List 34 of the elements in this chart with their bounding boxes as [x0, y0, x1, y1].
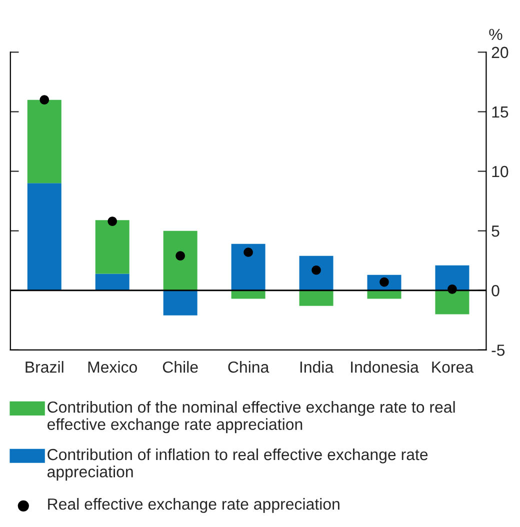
y-tick-label: -5 [492, 344, 505, 356]
x-tick-label: Korea [432, 362, 474, 373]
x-tick-label: Mexico [88, 361, 137, 373]
bar [231, 290, 266, 299]
bar [163, 290, 198, 316]
y-tick-label: 10 [492, 166, 508, 178]
y-tick-label: 15 [492, 106, 508, 118]
bar [299, 256, 334, 290]
point [176, 251, 185, 260]
bar [95, 274, 130, 290]
legend-label: Contribution of inflation to real effective exchange rate appreciation [47, 448, 428, 481]
x-tick-label: Chile [162, 361, 198, 373]
bar [299, 290, 334, 306]
bar [435, 290, 470, 314]
point [108, 216, 118, 226]
x-tick-label: China [228, 361, 270, 373]
bar [231, 244, 266, 290]
y-tick-label: 0 [492, 285, 500, 296]
y-tick-label: 20 [492, 46, 508, 58]
x-tick-label: Indonesia [351, 361, 419, 373]
legend-label: Contribution of the nominal effective exchange rate to real effective exchange rate appreciation [47, 401, 455, 434]
bar [27, 183, 62, 290]
bar [95, 220, 130, 274]
point [448, 284, 457, 294]
point [40, 95, 50, 104]
point [244, 248, 253, 257]
bar [27, 100, 62, 184]
bar [163, 230, 198, 290]
legend-label: Real effective exchange rate appreciation [48, 498, 340, 513]
x-tick-label: Brazil [26, 361, 64, 373]
y-tick-label: 5 [492, 226, 500, 237]
bar [435, 265, 470, 290]
x-tick-label: India [300, 361, 334, 373]
y-axis-title: % [489, 28, 502, 40]
